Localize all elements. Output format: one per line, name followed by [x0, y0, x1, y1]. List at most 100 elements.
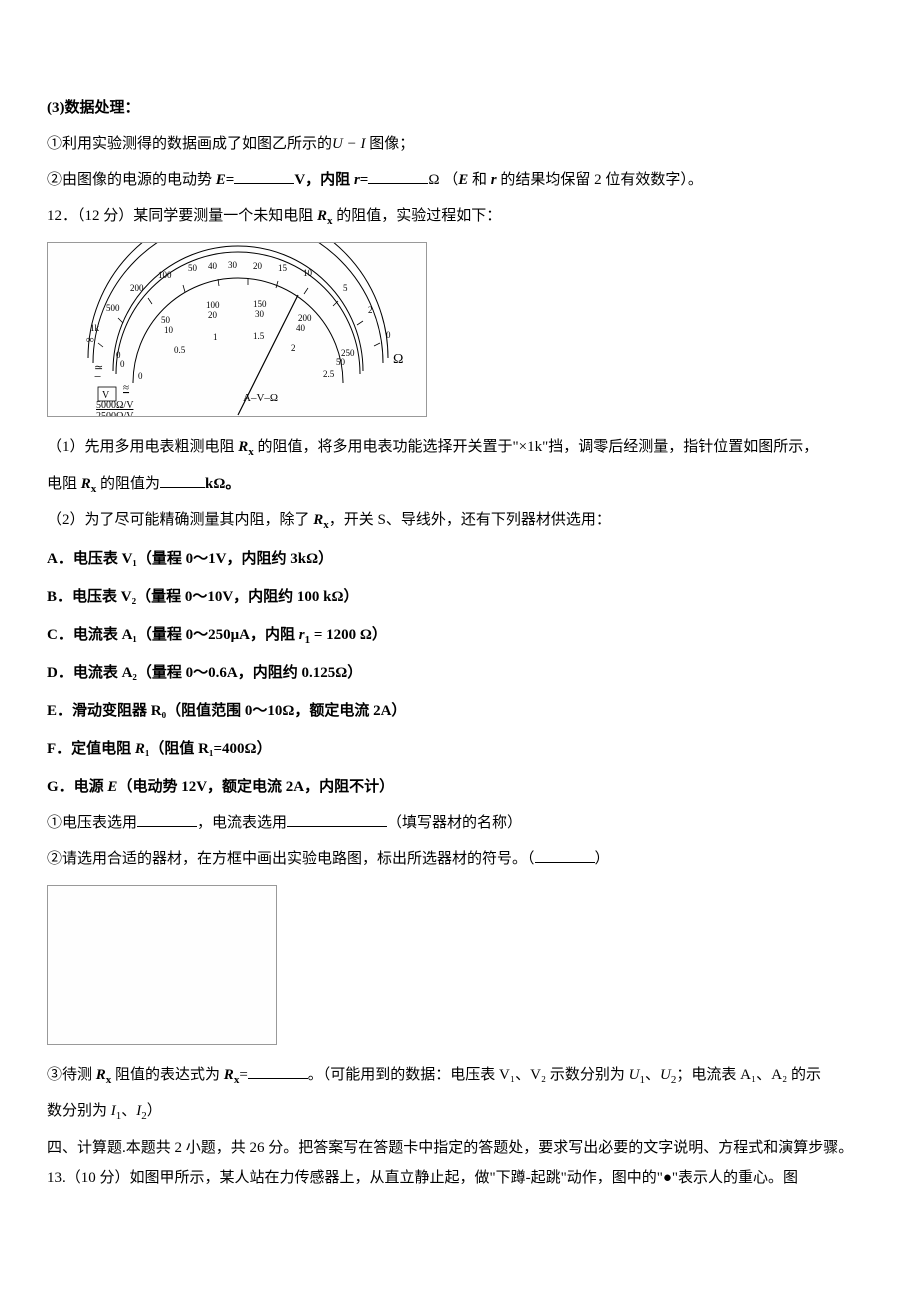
sub3-a: ③待测 [47, 1067, 96, 1083]
sub2: ②请选用合适的器材，在方框中画出实验电路图，标出所选器材的符号。（ ） [47, 841, 873, 877]
svg-text:0: 0 [138, 371, 143, 381]
svg-text:2.5: 2.5 [323, 369, 335, 379]
svg-text:1.5: 1.5 [253, 331, 265, 341]
optC-post: ） [372, 627, 387, 643]
sub1-b: ，电流表选用 [197, 815, 287, 831]
sub3-comma2: 、 [121, 1103, 136, 1119]
part2-Rx: R [313, 512, 323, 528]
svg-text:2: 2 [291, 343, 296, 353]
svg-text:150: 150 [253, 299, 267, 309]
step2-ohm: Ω （ [428, 172, 458, 188]
sub3-comma1: 、 [645, 1067, 660, 1083]
blank-rx [248, 1063, 308, 1079]
heading-3: (3)数据处理： [47, 90, 873, 126]
svg-text:30: 30 [228, 260, 238, 270]
sub3-l2a: 数分别为 [47, 1103, 111, 1119]
optC-pre: C．电流表 A₁（量程 0～250μA，内阻 [47, 627, 299, 643]
section-4: 四、计算题.本题共 2 小题，共 26 分。把答案写在答题卡中指定的答题处，要求… [47, 1136, 873, 1160]
svg-text:40: 40 [296, 323, 306, 333]
part2-a: （2）为了尽可能精确测量其内阻，除了 [47, 512, 313, 528]
part1-Rx: R [238, 439, 248, 455]
option-E: E．滑动变阻器 R₀（阻值范围 0～10Ω，额定电流 2A） [47, 693, 873, 729]
sub3-eq: = [239, 1067, 247, 1083]
svg-text:50: 50 [161, 315, 171, 325]
step2-eq2: = [360, 172, 369, 188]
blank-volt [137, 811, 197, 827]
svg-text:5000Ω/V: 5000Ω/V [96, 400, 134, 411]
part1-b: 的阻值，将多用电表功能选择开关置于"×1k"挡，调零后经测量，指针位置如图所示， [254, 439, 818, 455]
optG-E: E [107, 779, 117, 795]
optF-post: ₁（阻值 R₁=400Ω） [145, 741, 272, 757]
svg-text:40: 40 [208, 261, 218, 271]
sub3-d: ；电流表 A₁、A₂ 的示 [676, 1067, 821, 1083]
step1-text: ①利用实验测得的数据画成了如图乙所示的 [47, 136, 332, 152]
step2-a: ②由图像的电源的电动势 [47, 172, 216, 188]
option-D: D．电流表 A₂（量程 0～0.6A，内阻约 0.125Ω） [47, 655, 873, 691]
part1-c: 电阻 [47, 476, 81, 492]
sub2-tail: ） [595, 851, 610, 867]
part1-a: （1）先用多用电表粗测电阻 [47, 439, 238, 455]
step2-v: V，内阻 [294, 172, 354, 188]
optF-R: R [135, 741, 145, 757]
step2-and: 和 [468, 172, 491, 188]
svg-text:100: 100 [206, 300, 220, 310]
step2-E2: E [458, 172, 468, 188]
q13: 13.（10 分）如图甲所示，某人站在力传感器上，从直立静止起，做"下蹲-起跳"… [47, 1160, 873, 1196]
part1-line2: 电阻 Rx 的阻值为kΩ。 [47, 466, 873, 502]
svg-text:2: 2 [368, 305, 373, 315]
step-2: ②由图像的电源的电动势 E=V，内阻 r=Ω （E 和 r 的结果均保留 2 位… [47, 162, 873, 198]
blank-r [368, 168, 428, 184]
sub3-l2b: ） [147, 1103, 162, 1119]
svg-text:−: − [94, 369, 101, 384]
svg-text:20: 20 [208, 310, 218, 320]
sub1-a: ①电压表选用 [47, 815, 137, 831]
multimeter-diagram: 1k 50 0 200 100 50 40 30 20 15 10 5 2 0 ∞… [47, 242, 427, 417]
sub3-b: 阻值的表达式为 [111, 1067, 224, 1083]
svg-text:0.5: 0.5 [174, 345, 186, 355]
svg-text:0: 0 [120, 359, 125, 369]
blank-E [234, 168, 294, 184]
step-1: ①利用实验测得的数据画成了如图乙所示的U − I 图像； [47, 126, 873, 162]
svg-text:200: 200 [130, 283, 144, 293]
option-A: A．电压表 V₁（量程 0～1V，内阻约 3kΩ） [47, 541, 873, 577]
part2-head: （2）为了尽可能精确测量其内阻，除了 Rx，开关 S、导线外，还有下列器材供选用… [47, 502, 873, 538]
sub1-c: （填写器材的名称） [387, 815, 522, 831]
svg-text:50: 50 [336, 357, 346, 367]
option-G: G．电源 E（电动势 12V，额定电流 2A，内阻不计） [47, 769, 873, 805]
step2-E: E [216, 172, 226, 188]
q12-a: 12．（12 分）某同学要测量一个未知电阻 [47, 208, 317, 224]
svg-text:100: 100 [158, 270, 172, 280]
optF-pre: F．定值电阻 [47, 741, 135, 757]
sub3-line1: ③待测 Rx 阻值的表达式为 Rx=。（可能用到的数据：电压表 V₁、V₂ 示数… [47, 1057, 873, 1093]
svg-text:∞: ∞ [86, 334, 94, 346]
q12-tail: 的阻值，实验过程如下： [333, 208, 502, 224]
svg-text:Ω: Ω [393, 352, 403, 367]
option-C: C．电流表 A₁（量程 0～250μA，内阻 r1 = 1200 Ω） [47, 617, 873, 653]
sub3-c: 。（可能用到的数据：电压表 V₁、V₂ 示数分别为 [308, 1067, 629, 1083]
step1-suffix: 图像； [365, 136, 414, 152]
part1-Rx2: R [81, 476, 91, 492]
svg-text:15: 15 [278, 263, 288, 273]
svg-text:1: 1 [213, 332, 218, 342]
svg-text:2500Ω/V: 2500Ω/V [96, 411, 134, 417]
optC-eq: = 1200 Ω [310, 627, 372, 643]
sub2-text: ②请选用合适的器材，在方框中画出实验电路图，标出所选器材的符号。（ [47, 851, 535, 867]
option-B: B．电压表 V₂（量程 0～10V，内阻约 100 kΩ） [47, 579, 873, 615]
part1-line1: （1）先用多用电表粗测电阻 Rx 的阻值，将多用电表功能选择开关置于"×1k"挡… [47, 429, 873, 465]
blank-circuit [535, 847, 595, 863]
blank-amp [287, 811, 387, 827]
svg-text:≈: ≈ [123, 382, 129, 394]
svg-text:10: 10 [164, 325, 174, 335]
svg-text:5: 5 [343, 283, 348, 293]
sub1: ①电压表选用 ，电流表选用 （填写器材的名称） [47, 805, 873, 841]
sub3-U1: U [629, 1067, 640, 1083]
svg-text:200: 200 [298, 313, 312, 323]
step2-tail: 的结果均保留 2 位有效数字）。 [497, 172, 703, 188]
optG-pre: G．电源 [47, 779, 107, 795]
part1-unit: kΩ。 [205, 476, 240, 492]
part2-tail: ，开关 S、导线外，还有下列器材供选用： [329, 512, 611, 528]
svg-text:10: 10 [303, 268, 313, 278]
q12-head: 12．（12 分）某同学要测量一个未知电阻 Rx 的阻值，实验过程如下： [47, 198, 873, 234]
svg-text:1k: 1k [90, 323, 100, 333]
sub3-Rx2: R [224, 1067, 234, 1083]
